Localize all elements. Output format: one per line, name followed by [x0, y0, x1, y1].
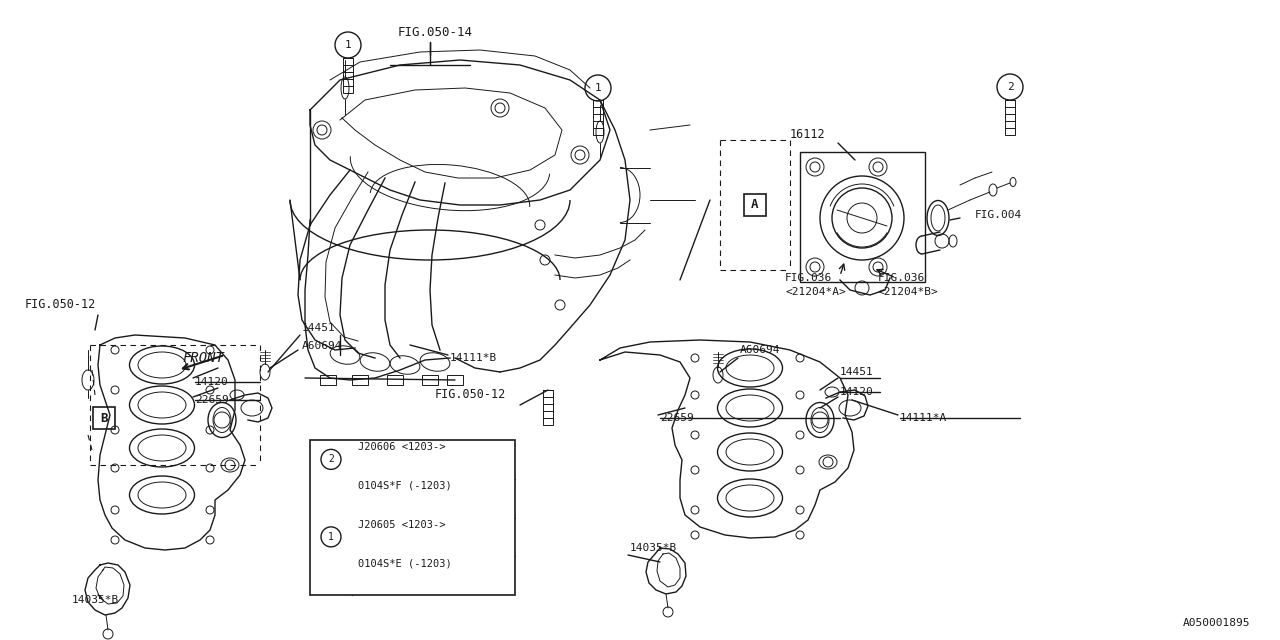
Text: 2: 2 — [328, 454, 334, 465]
Text: 0104S*E (-1203): 0104S*E (-1203) — [358, 558, 452, 568]
Bar — [744, 194, 765, 216]
Text: 2: 2 — [1006, 82, 1014, 92]
Text: 14111*A: 14111*A — [900, 413, 947, 423]
Text: 1: 1 — [328, 532, 334, 542]
Text: 14451: 14451 — [302, 323, 335, 333]
Text: B: B — [100, 412, 108, 424]
Bar — [387, 375, 403, 385]
Text: 14120: 14120 — [840, 387, 874, 397]
Bar — [352, 375, 369, 385]
Text: 22659: 22659 — [660, 413, 694, 423]
Text: 16112: 16112 — [790, 129, 826, 141]
Bar — [593, 100, 603, 135]
Text: 14111*B: 14111*B — [451, 353, 497, 363]
Text: <21204*A>: <21204*A> — [785, 287, 846, 297]
Text: 1: 1 — [344, 40, 352, 50]
Text: FIG.050-12: FIG.050-12 — [26, 298, 96, 312]
Text: FRONT: FRONT — [182, 351, 224, 365]
Text: FIG.050-12: FIG.050-12 — [435, 388, 507, 401]
Text: 14120: 14120 — [195, 377, 229, 387]
Text: 14035*B: 14035*B — [630, 543, 677, 553]
Bar — [543, 390, 553, 425]
Text: 22659: 22659 — [195, 395, 229, 405]
Bar — [343, 58, 353, 93]
Text: 0104S*F (-1203): 0104S*F (-1203) — [358, 481, 452, 491]
Text: 1: 1 — [595, 83, 602, 93]
Text: A050001895: A050001895 — [1183, 618, 1251, 628]
Text: A: A — [751, 198, 759, 211]
Bar — [320, 375, 335, 385]
Bar — [1005, 100, 1015, 135]
Text: 14451: 14451 — [840, 367, 874, 377]
Text: FIG.036: FIG.036 — [878, 273, 925, 283]
Text: A60694: A60694 — [302, 341, 343, 351]
Text: FIG.050-14: FIG.050-14 — [398, 26, 474, 38]
Bar — [93, 407, 115, 429]
Text: J20606 <1203->: J20606 <1203-> — [358, 442, 445, 452]
Text: J20605 <1203->: J20605 <1203-> — [358, 520, 445, 529]
Text: FIG.004: FIG.004 — [975, 210, 1023, 220]
Text: <21204*B>: <21204*B> — [878, 287, 938, 297]
Text: 14035*B: 14035*B — [72, 595, 119, 605]
Bar — [447, 375, 463, 385]
Text: FIG.036: FIG.036 — [785, 273, 832, 283]
Text: A60694: A60694 — [740, 345, 781, 355]
Bar — [422, 375, 438, 385]
Bar — [800, 152, 925, 282]
Bar — [310, 440, 515, 595]
